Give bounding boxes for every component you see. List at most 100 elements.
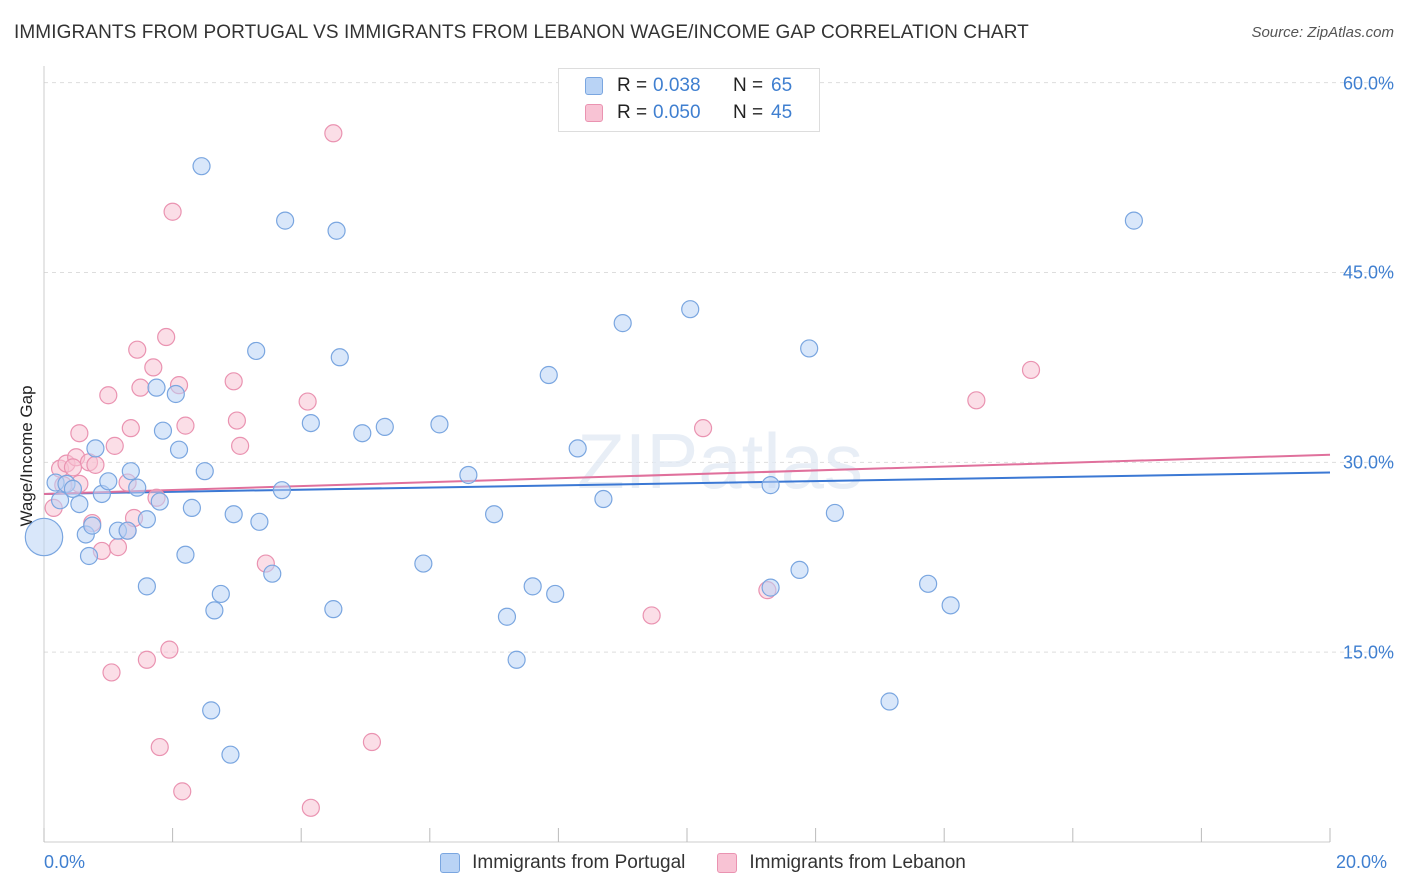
point-lebanon [99, 386, 118, 405]
point-lebanon [86, 455, 105, 474]
point-lebanon [160, 640, 179, 659]
point-portugal [247, 341, 266, 361]
point-portugal [1124, 211, 1143, 230]
point-lebanon [176, 416, 195, 435]
y-tick-label: 45.0% [1342, 262, 1394, 283]
point-portugal [153, 421, 173, 440]
point-portugal [221, 745, 240, 764]
point-portugal [568, 439, 587, 458]
point-portugal [63, 479, 83, 499]
point-portugal [169, 440, 189, 459]
legend-row-portugal: R = 0.038 N = 65 [585, 73, 792, 99]
correlation-legend: R = 0.038 N = 65 R = 0.050 N = 45 [558, 68, 820, 132]
point-portugal [539, 365, 558, 385]
point-lebanon [157, 327, 176, 347]
point-portugal [250, 512, 269, 531]
point-portugal [99, 472, 118, 491]
point-portugal [941, 596, 960, 615]
y-tick-label: 15.0% [1342, 642, 1394, 663]
point-portugal [121, 462, 140, 481]
point-portugal [166, 384, 185, 404]
legend-item-portugal[interactable]: Immigrants from Portugal [440, 852, 685, 874]
point-lebanon [137, 650, 156, 669]
point-lebanon [642, 606, 661, 625]
legend-n-value: 45 [771, 102, 793, 123]
point-portugal [272, 481, 292, 500]
point-lebanon [324, 124, 343, 143]
legend-label-portugal: Immigrants from Portugal [472, 852, 686, 873]
point-portugal [150, 492, 169, 511]
point-lebanon [173, 782, 192, 801]
point-portugal [613, 314, 632, 333]
point-portugal [147, 378, 166, 397]
point-portugal [880, 692, 899, 711]
point-portugal [211, 584, 230, 604]
point-lebanon [121, 419, 140, 438]
point-portugal [485, 505, 504, 524]
point-lebanon [362, 732, 382, 752]
point-lebanon [301, 798, 320, 817]
point-lebanon [1021, 360, 1041, 380]
point-portugal [523, 577, 542, 596]
point-lebanon [227, 411, 246, 430]
point-portugal [414, 554, 433, 573]
point-lebanon [128, 340, 147, 359]
source-label: Source: ZipAtlas.com [1251, 24, 1394, 41]
point-portugal [330, 348, 349, 367]
point-portugal [50, 491, 70, 510]
point-portugal [137, 510, 156, 529]
point-lebanon [70, 424, 89, 443]
trend-line-lebanon [43, 453, 1331, 495]
legend-swatch-blue [585, 77, 603, 95]
point-lebanon [63, 458, 83, 477]
point-portugal [761, 578, 780, 597]
point-lebanon [150, 737, 169, 757]
point-portugal [761, 476, 780, 495]
series-legend: Immigrants from Portugal Immigrants from… [0, 852, 1406, 874]
grid-lines [44, 82, 1394, 653]
point-portugal [375, 417, 394, 436]
x-tick-min: 0.0% [44, 852, 86, 872]
legend-n-label: N = [733, 75, 764, 96]
point-lebanon [105, 436, 124, 455]
point-lebanon [967, 391, 986, 410]
point-lebanon [298, 392, 317, 411]
point-lebanon [102, 663, 121, 682]
legend-item-lebanon[interactable]: Immigrants from Lebanon [717, 852, 966, 874]
legend-r-value: 0.038 [653, 75, 701, 96]
point-lebanon [163, 202, 182, 221]
x-tick-max: 20.0% [1336, 852, 1388, 872]
point-portugal [800, 339, 819, 358]
point-portugal [301, 413, 320, 433]
legend-n-value: 65 [771, 75, 793, 96]
point-portugal [224, 505, 243, 524]
points-lebanon [44, 124, 1041, 817]
legend-swatch-blue [440, 853, 461, 873]
point-lebanon [108, 538, 128, 557]
legend-row-lebanon: R = 0.050 N = 45 [585, 100, 792, 126]
legend-n-label: N = [733, 102, 764, 123]
watermark: ZIPatlas [577, 417, 863, 505]
point-portugal [546, 584, 565, 604]
point-portugal [83, 516, 102, 535]
points-portugal [24, 157, 1143, 764]
point-portugal [205, 601, 224, 620]
point-portugal [594, 489, 613, 509]
axes [43, 66, 1331, 843]
point-lebanon [144, 358, 163, 377]
point-portugal [430, 415, 449, 434]
point-portugal [263, 564, 282, 583]
point-portugal [79, 546, 99, 566]
legend-r-value: 0.050 [653, 102, 701, 123]
legend-swatch-pink [717, 853, 738, 873]
point-portugal [681, 300, 700, 319]
legend-label-lebanon: Immigrants from Lebanon [749, 852, 966, 873]
point-lebanon [231, 436, 250, 455]
point-portugal [459, 465, 478, 485]
point-portugal [276, 211, 295, 230]
y-tick-label: 30.0% [1342, 452, 1394, 473]
point-lebanon [224, 372, 243, 391]
point-lebanon [693, 419, 713, 438]
legend-swatch-pink [585, 104, 603, 122]
